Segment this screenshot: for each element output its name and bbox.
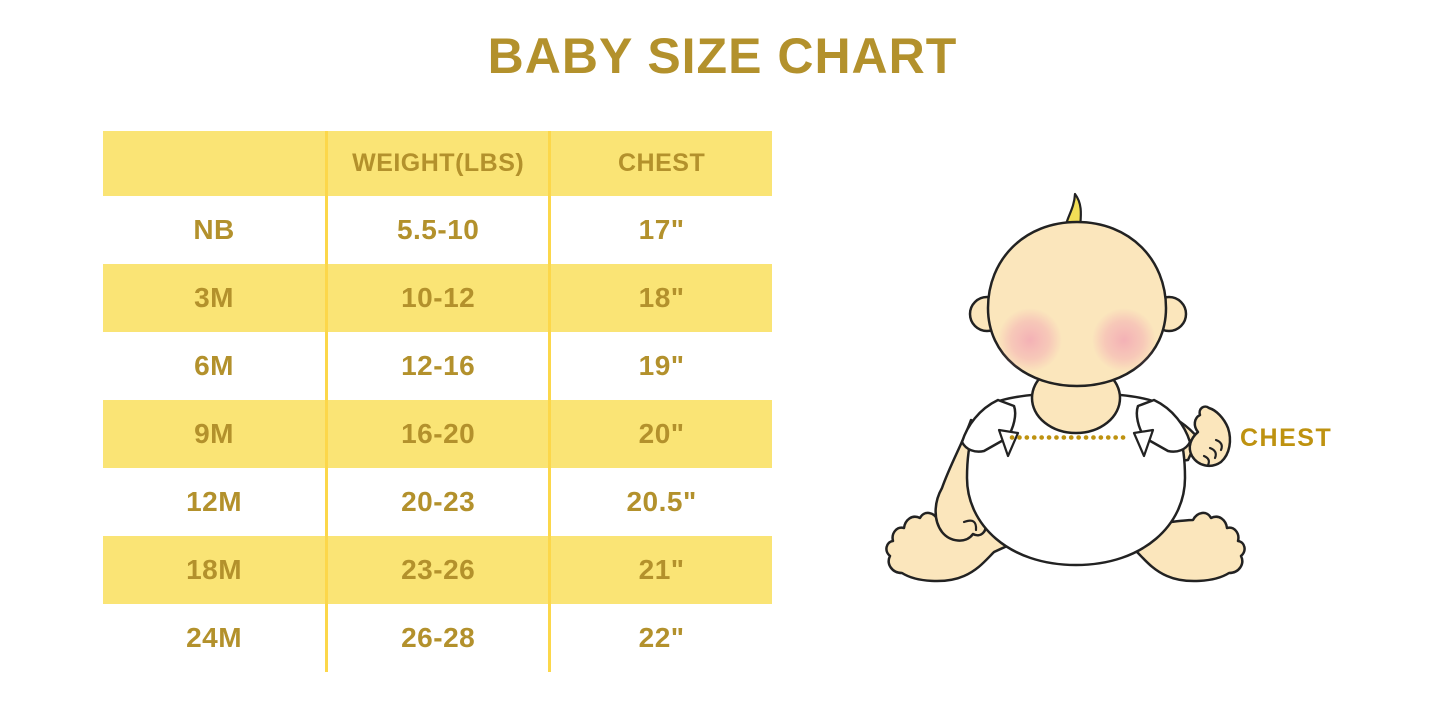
- weight-value: 26-28: [325, 604, 548, 672]
- table-header-row: WEIGHT(LBS) CHEST: [103, 131, 772, 196]
- chest-value: 20.5": [548, 468, 772, 536]
- table-row: 9M 16-20 20": [103, 400, 772, 468]
- page-title: BABY SIZE CHART: [487, 28, 958, 84]
- table-row: NB 5.5-10 17": [103, 196, 772, 264]
- weight-value: 23-26: [325, 536, 548, 604]
- table-row: 18M 23-26 21": [103, 536, 772, 604]
- header-chest: CHEST: [548, 131, 772, 196]
- chest-value: 19": [548, 332, 772, 400]
- baby-illustration: CHEST: [885, 192, 1332, 583]
- chest-value: 17": [548, 196, 772, 264]
- size-value: 6M: [194, 350, 234, 381]
- weight-value: 16-20: [325, 400, 548, 468]
- size-value: 12M: [186, 486, 243, 517]
- weight-value: 12-16: [325, 332, 548, 400]
- header-weight: WEIGHT(LBS): [325, 131, 548, 196]
- size-value: NB: [193, 214, 235, 245]
- baby-fist-knuckles: [1202, 438, 1223, 467]
- size-value: 3M: [194, 282, 234, 313]
- baby-left-cheek-blush: [998, 308, 1062, 372]
- chest-value: 22": [548, 604, 772, 672]
- table-row: 24M 26-28 22": [103, 604, 772, 672]
- size-chart-table: WEIGHT(LBS) CHEST NB 5.5-10 17" 3M 10-12…: [103, 131, 772, 672]
- weight-value: 5.5-10: [325, 196, 548, 264]
- baby-right-cheek-blush: [1092, 308, 1156, 372]
- baby-right-fist: [1188, 405, 1232, 468]
- baby-left-hand-curl: [962, 519, 978, 532]
- size-value: 9M: [194, 418, 234, 449]
- baby-right-armpit-notch: [1132, 428, 1155, 458]
- size-value: 18M: [186, 554, 243, 585]
- chest-label: CHEST: [1240, 424, 1332, 452]
- chest-value: 21": [548, 536, 772, 604]
- chest-value: 20": [548, 400, 772, 468]
- table-row: 3M 10-12 18": [103, 264, 772, 332]
- weight-value: 10-12: [325, 264, 548, 332]
- chest-value: 18": [548, 264, 772, 332]
- table-row: 12M 20-23 20.5": [103, 468, 772, 536]
- baby-shirt-body: [965, 391, 1187, 567]
- weight-value: 20-23: [325, 468, 548, 536]
- table-row: 6M 12-16 19": [103, 332, 772, 400]
- size-value: 24M: [186, 622, 243, 653]
- header-size: [103, 131, 325, 196]
